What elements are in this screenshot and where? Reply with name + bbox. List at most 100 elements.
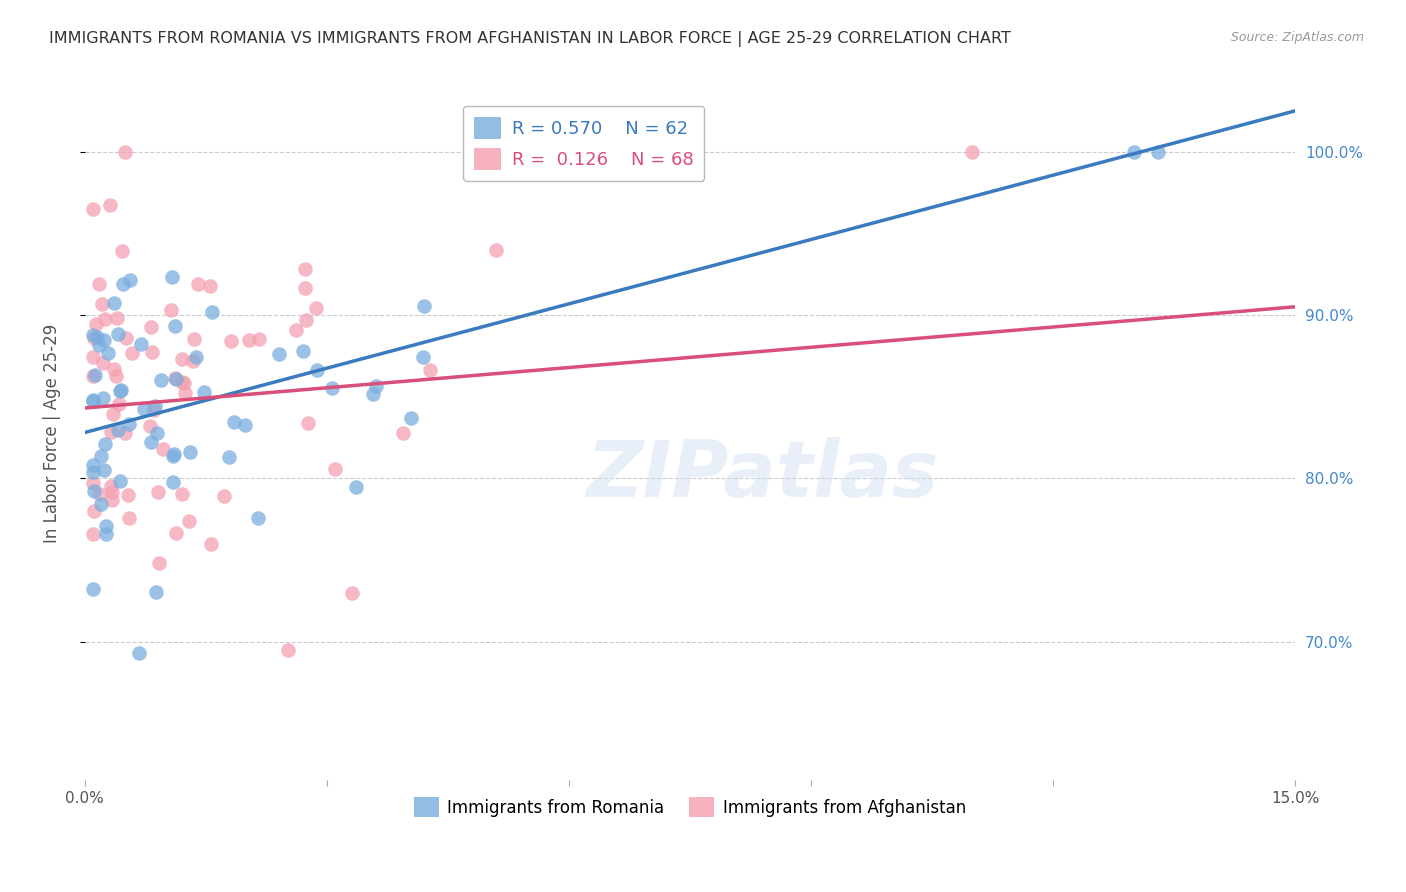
Point — [100, 485, 122, 500]
Point — [162, 449, 184, 463]
Point — [90, 449, 112, 463]
Point — [391, 425, 413, 440]
Point — [82, 476, 104, 491]
Point — [90, 496, 112, 510]
Point — [340, 585, 363, 599]
Point — [173, 376, 195, 391]
Point — [107, 423, 129, 437]
Point — [148, 556, 170, 570]
Point — [115, 331, 138, 345]
Point — [222, 416, 245, 430]
Point — [107, 326, 129, 341]
Point — [295, 313, 318, 327]
Point — [94, 519, 117, 533]
Point — [183, 332, 205, 346]
Point — [111, 277, 134, 292]
Point — [212, 489, 235, 503]
Point — [143, 403, 166, 417]
Point — [221, 334, 243, 348]
Point — [117, 488, 139, 502]
Point — [100, 425, 122, 439]
Point — [413, 299, 436, 313]
Point — [82, 369, 104, 384]
Y-axis label: In Labor Force | Age 25-29: In Labor Force | Age 25-29 — [44, 324, 60, 543]
Point — [201, 304, 224, 318]
Point — [108, 474, 131, 488]
Point — [170, 486, 193, 500]
Point — [91, 391, 114, 405]
Point — [246, 511, 269, 525]
Point — [399, 410, 422, 425]
Point — [143, 399, 166, 413]
Point — [163, 447, 186, 461]
Point — [82, 202, 104, 217]
Point — [114, 145, 136, 159]
Point — [89, 338, 111, 352]
Point — [181, 354, 204, 368]
Point — [93, 463, 115, 477]
Point — [111, 244, 134, 258]
Point — [323, 462, 346, 476]
Point — [110, 384, 132, 398]
Point — [86, 317, 108, 331]
Point — [1122, 145, 1144, 159]
Point — [307, 363, 329, 377]
Point — [294, 281, 316, 295]
Point — [129, 336, 152, 351]
Point — [297, 416, 319, 430]
Point — [187, 277, 209, 291]
Point — [82, 465, 104, 479]
Point — [128, 646, 150, 660]
Point — [141, 345, 163, 359]
Point — [419, 363, 441, 377]
Point — [97, 346, 120, 360]
Point — [1147, 145, 1170, 159]
Point — [93, 312, 115, 326]
Point — [233, 418, 256, 433]
Point — [108, 384, 131, 398]
Point — [150, 373, 173, 387]
Point — [277, 642, 299, 657]
Point — [152, 442, 174, 456]
Point — [118, 417, 141, 431]
Point — [485, 243, 508, 257]
Point — [218, 450, 240, 465]
Point — [145, 426, 167, 441]
Point — [96, 527, 118, 541]
Point — [82, 582, 104, 596]
Point — [179, 514, 201, 528]
Point — [139, 419, 162, 434]
Point — [82, 394, 104, 409]
Point — [145, 585, 167, 599]
Legend: Immigrants from Romania, Immigrants from Afghanistan: Immigrants from Romania, Immigrants from… — [408, 790, 973, 824]
Point — [344, 480, 367, 494]
Point — [247, 332, 270, 346]
Point — [200, 537, 222, 551]
Point — [82, 458, 104, 472]
Point — [101, 407, 124, 421]
Point — [284, 323, 307, 337]
Point — [163, 370, 186, 384]
Point — [361, 386, 384, 401]
Point — [86, 329, 108, 343]
Point — [141, 319, 163, 334]
Point — [198, 278, 221, 293]
Point — [269, 347, 291, 361]
Point — [193, 385, 215, 400]
Text: Source: ZipAtlas.com: Source: ZipAtlas.com — [1230, 31, 1364, 45]
Point — [174, 386, 197, 401]
Point — [179, 445, 201, 459]
Point — [238, 333, 260, 347]
Point — [412, 350, 434, 364]
Point — [121, 346, 143, 360]
Point — [186, 350, 208, 364]
Point — [87, 277, 110, 291]
Point — [82, 526, 104, 541]
Text: IMMIGRANTS FROM ROMANIA VS IMMIGRANTS FROM AFGHANISTAN IN LABOR FORCE | AGE 25-2: IMMIGRANTS FROM ROMANIA VS IMMIGRANTS FR… — [49, 31, 1011, 47]
Point — [83, 368, 105, 382]
Point — [305, 301, 328, 315]
Point — [120, 273, 142, 287]
Point — [321, 381, 343, 395]
Point — [170, 375, 193, 389]
Point — [146, 484, 169, 499]
